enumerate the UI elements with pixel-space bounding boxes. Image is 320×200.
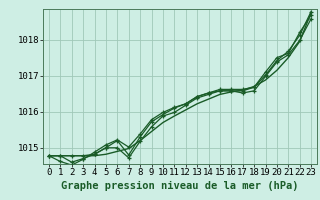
X-axis label: Graphe pression niveau de la mer (hPa): Graphe pression niveau de la mer (hPa) bbox=[61, 181, 299, 191]
